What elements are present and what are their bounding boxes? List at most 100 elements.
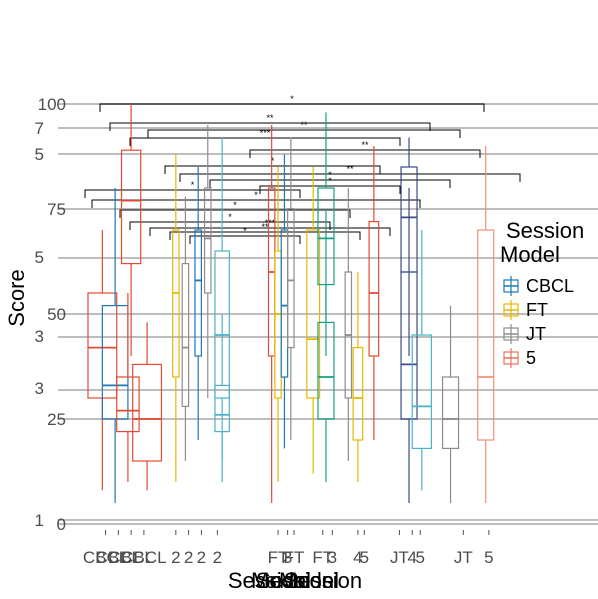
x-tick-label: CBCL [108,548,153,567]
boxplot [287,137,295,440]
significance-bracket [169,231,361,240]
y-tick-label-overlay: 3 [35,327,44,346]
x-tick-label: 3 [328,548,337,567]
significance-label: * [328,176,332,186]
legend-title: Model [500,242,560,267]
legend-label: JT [526,324,546,344]
x-axis-title: Model [279,568,339,593]
x-tick-label: 3 [283,548,292,567]
boxplot [214,314,230,461]
box-iqr [120,149,142,265]
significance-label: *** [260,128,271,138]
legend-label: FT [526,300,548,320]
significance-bracket [119,209,351,218]
x-tick-label: 5 [360,548,369,567]
x-tick-label: 2 [197,548,206,567]
box-iqr [274,250,282,399]
significance-bracket [129,221,331,230]
y-tick-label-overlay: 7 [35,119,44,138]
x-tick-label: CBCL [96,548,141,567]
y-tick-label-overlay: 3 [35,379,44,398]
significance-bracket [209,179,451,188]
boxplot [280,154,289,449]
y-tick-label: 75 [47,200,66,219]
significance-bracket [249,149,481,158]
y-tick-label: 100 [38,95,66,114]
boxplot [400,137,418,356]
y-tick-label-overlay: 5 [35,145,44,164]
significance-label: ** [261,222,269,232]
boxplot [317,112,335,356]
box-iqr [101,305,129,420]
boxplot [411,230,432,491]
significance-bracket [179,173,521,182]
box-iqr [411,334,432,450]
boxplot [368,146,380,440]
x-tick-label: CBCL [121,548,166,567]
significance-label: * [328,170,332,180]
y-tick-labels: 0 25 50 75 100 1 3 3 5 5 7 [35,95,66,534]
x-tick-label: JT [390,548,409,567]
significance-label: * [228,212,232,222]
x-tick-label: FT [284,548,305,567]
significance-bracket [189,235,301,244]
box-iqr [214,384,230,433]
boxplot [203,125,212,398]
significance-bracket [109,122,431,131]
y-tick-label-overlay: 1 [35,511,44,530]
significance-bracket [91,199,421,208]
significance-label: * [191,180,195,190]
x-tick-label: 2 [171,548,180,567]
boxplot [101,188,129,503]
boxplot [214,137,230,482]
boxplot [120,104,142,356]
significance-label: *** [265,218,276,228]
box-iqr [368,221,380,357]
significance-label: ** [346,164,354,174]
x-tick-label: 5 [484,548,493,567]
box-iqr [194,229,202,357]
significance-bracket [259,185,401,194]
x-tick-label: 2 [213,548,222,567]
box-iqr [306,229,321,399]
significance-label: * [290,94,294,104]
legend-title-overlay: Session [506,218,584,243]
significance-bracket [99,103,485,112]
x-tick-label: JT [454,548,473,567]
x-axis-title: Session [256,568,334,593]
y-axis-title: Score [4,269,29,326]
x-tick-label: 4 [407,548,416,567]
x-tick-label: CBCL [83,548,128,567]
box-iqr [317,187,335,286]
significance-bracket [147,129,461,138]
box-iqr [203,187,212,294]
boxplot [132,322,163,491]
boxplot [181,196,190,461]
x-axis-title: Model [251,568,311,593]
box-iqr [214,250,230,399]
significance-brackets: ************************* [84,94,521,244]
box-iqr [132,363,163,462]
y-tick-label: 25 [47,410,66,429]
y-tick-label-overlay: 5 [35,248,44,267]
y-tick-label: 0 [57,515,66,534]
significance-label: * [233,200,237,210]
box-iqr [116,376,140,433]
x-tick-label: FT [268,548,289,567]
box-iqr [477,229,495,441]
boxplot [477,146,495,503]
x-tick-label: FT [312,548,333,567]
box-iqr [181,263,190,408]
box-iqr [441,376,460,450]
legend-label: 5 [526,348,536,368]
x-tick-label: 4 [353,548,362,567]
y-tick-label: 50 [47,305,66,324]
legend-label: CBCL [526,276,574,296]
boxplot [172,154,180,482]
significance-bracket [149,227,391,236]
boxplot [194,167,202,440]
